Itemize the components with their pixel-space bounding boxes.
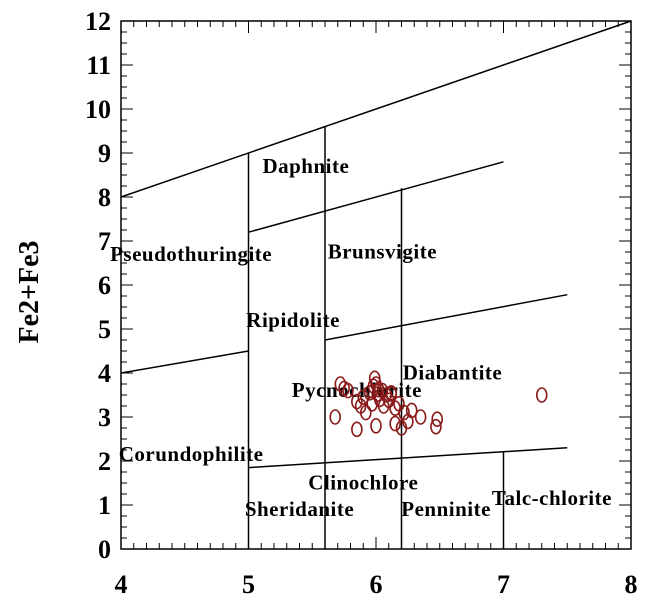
data-point [535,387,548,403]
data-point [430,418,442,435]
y-tick-label: 5 [98,315,111,344]
field-boundary-lines [120,20,632,549]
y-tick-label: 6 [98,271,111,300]
field-label: Pycnochlorite [292,378,422,402]
y-tick-label: 3 [98,403,111,432]
field-label: Sheridanite [245,497,354,521]
field-label: Clinochlore [308,471,418,495]
data-point [342,382,354,399]
y-tick-label: 11 [86,51,111,80]
y-tick-label: 1 [98,491,111,520]
x-tick-label: 8 [625,570,638,599]
y-tick-label: 2 [98,447,111,476]
data-point [431,411,444,428]
minor-ticks [120,20,632,550]
y-tick-label: 4 [98,359,111,388]
data-point [329,409,342,425]
y-tick-label: 10 [85,95,111,124]
x-tick-label: 7 [497,570,510,599]
data-point [398,404,410,421]
field-boundary-line [248,161,504,233]
field-boundary-line [324,293,568,341]
y-tick-label: 12 [85,7,111,36]
x-tick-label: 6 [370,570,383,599]
field-label: Talc-chlorite [492,486,612,510]
x-tick-labels: 4 5 6 7 8 [115,570,638,599]
field-label: Ripidolite [246,308,340,332]
y-axis-title: Fe2+Fe3 [14,240,45,343]
field-label: Daphnite [262,154,349,178]
field-label: Diabantite [403,361,503,385]
data-point [359,404,372,421]
field-labels: Daphnite Pseudothuringite Brunsvigite Ripid… [110,154,612,521]
field-label: Penninite [401,497,491,521]
y-tick-label: 0 [98,535,111,564]
data-point [385,384,398,401]
data-point [370,417,382,434]
y-tick-label: 7 [98,227,111,256]
x-tick-label: 5 [242,570,255,599]
data-point [395,420,408,436]
data-point [414,409,427,425]
data-point [357,389,370,406]
field-label: Brunsvigite [328,240,437,264]
x-tick-label: 4 [115,570,128,599]
field-label: Pseudothuringite [110,242,272,266]
field-boundary-line [120,350,249,374]
data-points [329,370,548,438]
y-tick-label: 8 [98,183,111,212]
y-tick-label: 9 [98,139,111,168]
field-boundary-line [120,20,632,198]
data-point [351,421,363,438]
data-point [389,415,401,432]
field-label: Corundophilite [119,442,264,466]
field-boundary-line [248,447,568,469]
